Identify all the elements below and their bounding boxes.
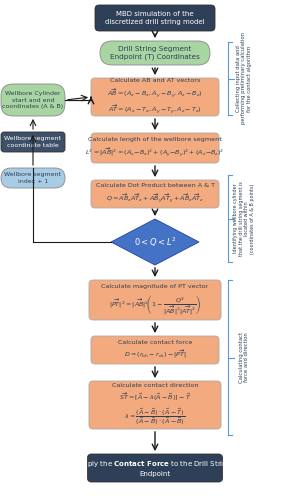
Text: Identifying wellbore cylinder
that the drill string segment is
located within
(c: Identifying wellbore cylinder that the d…: [233, 181, 255, 256]
Polygon shape: [111, 219, 199, 265]
FancyBboxPatch shape: [95, 5, 215, 31]
Text: Calculating contact
force and direction: Calculating contact force and direction: [239, 332, 249, 383]
Text: Wellbore segment
index + 1: Wellbore segment index + 1: [5, 172, 61, 184]
Text: Wellbore segment
coordinate table: Wellbore segment coordinate table: [5, 136, 61, 147]
Text: Calculate length of the wellbore segment
$L^2 = |\overrightarrow{AB}|^2 = (A_x\!: Calculate length of the wellbore segment…: [85, 138, 225, 158]
Text: $0 < Q < L^2$: $0 < Q < L^2$: [134, 236, 177, 248]
FancyBboxPatch shape: [89, 381, 221, 429]
FancyBboxPatch shape: [1, 84, 65, 116]
Text: Calculate contact force
$D = (r_{bh} - r_{ds}) - |\overrightarrow{PT}|$: Calculate contact force $D = (r_{bh} - r…: [118, 340, 192, 360]
FancyBboxPatch shape: [87, 454, 223, 482]
Text: Calculate AB and AT vectors
$\overrightarrow{AB} = (A_x - B_x, A_y - B_y, A_z - : Calculate AB and AT vectors $\overrighta…: [107, 78, 203, 116]
Text: Calculate contact direction
$\overrightarrow{ST} = [\vec{A} - \lambda(\vec{A}-\v: Calculate contact direction $\overrighta…: [112, 382, 198, 428]
FancyBboxPatch shape: [1, 168, 65, 188]
FancyBboxPatch shape: [91, 133, 219, 163]
Text: MBD simulation of the
discretized drill string model: MBD simulation of the discretized drill …: [105, 11, 205, 24]
Text: Drill String Segment
Endpoint (T) Coordinates: Drill String Segment Endpoint (T) Coordi…: [110, 46, 200, 60]
Text: Collecting input data and
performing preliminary calculation
for the contact alg: Collecting input data and performing pre…: [236, 32, 252, 124]
FancyBboxPatch shape: [1, 132, 65, 152]
FancyBboxPatch shape: [91, 180, 219, 208]
FancyBboxPatch shape: [89, 280, 221, 320]
Text: Calculate magnitude of PT vector
$|\overrightarrow{PT}|^2 = |\overrightarrow{AB}: Calculate magnitude of PT vector $|\over…: [101, 284, 209, 316]
Text: Calculate Dot Product between A & T
$Q = \overrightarrow{AB}_x\overrightarrow{AT: Calculate Dot Product between A & T $Q =…: [95, 183, 215, 205]
FancyBboxPatch shape: [91, 336, 219, 364]
FancyBboxPatch shape: [91, 78, 219, 116]
Text: Apply the $\mathbf{Contact\ Force}$ to the Drill String
Endpoint: Apply the $\mathbf{Contact\ Force}$ to t…: [78, 459, 232, 477]
Text: Wellbore Cylinder
start and end
coordinates (A & B): Wellbore Cylinder start and end coordina…: [2, 92, 64, 108]
FancyBboxPatch shape: [100, 41, 210, 65]
